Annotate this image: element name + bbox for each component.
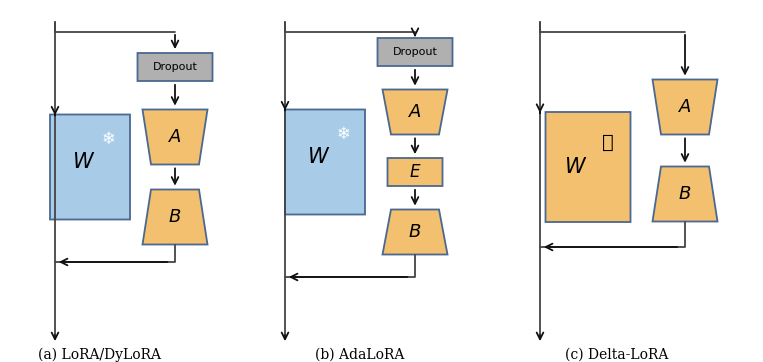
Text: $E$: $E$ — [409, 163, 421, 181]
Polygon shape — [652, 80, 717, 135]
Text: Dropout: Dropout — [392, 47, 437, 57]
Polygon shape — [143, 109, 208, 164]
Polygon shape — [382, 210, 448, 254]
Polygon shape — [652, 167, 717, 222]
Text: (a) LoRA/DyLoRA: (a) LoRA/DyLoRA — [38, 348, 162, 362]
Text: ❄: ❄ — [101, 130, 115, 148]
FancyBboxPatch shape — [378, 38, 452, 66]
Text: $A$: $A$ — [408, 103, 422, 121]
Text: $B$: $B$ — [408, 223, 422, 241]
Text: $W$: $W$ — [307, 147, 330, 167]
Text: 🔥: 🔥 — [602, 132, 614, 152]
Polygon shape — [382, 89, 448, 135]
Text: $A$: $A$ — [168, 128, 182, 146]
Text: (b) AdaLoRA: (b) AdaLoRA — [315, 348, 404, 362]
Text: $W$: $W$ — [72, 152, 95, 172]
FancyBboxPatch shape — [388, 158, 443, 186]
Text: $B$: $B$ — [169, 208, 182, 226]
Text: (c) Delta-LoRA: (c) Delta-LoRA — [565, 348, 668, 362]
Polygon shape — [143, 189, 208, 244]
Text: ❄: ❄ — [336, 125, 350, 143]
FancyBboxPatch shape — [546, 112, 630, 222]
Text: $A$: $A$ — [678, 98, 692, 116]
Text: Dropout: Dropout — [153, 62, 198, 72]
FancyBboxPatch shape — [137, 53, 213, 81]
Text: $B$: $B$ — [678, 185, 691, 203]
FancyBboxPatch shape — [285, 109, 365, 215]
FancyBboxPatch shape — [50, 114, 130, 219]
Text: $W$: $W$ — [565, 157, 588, 177]
